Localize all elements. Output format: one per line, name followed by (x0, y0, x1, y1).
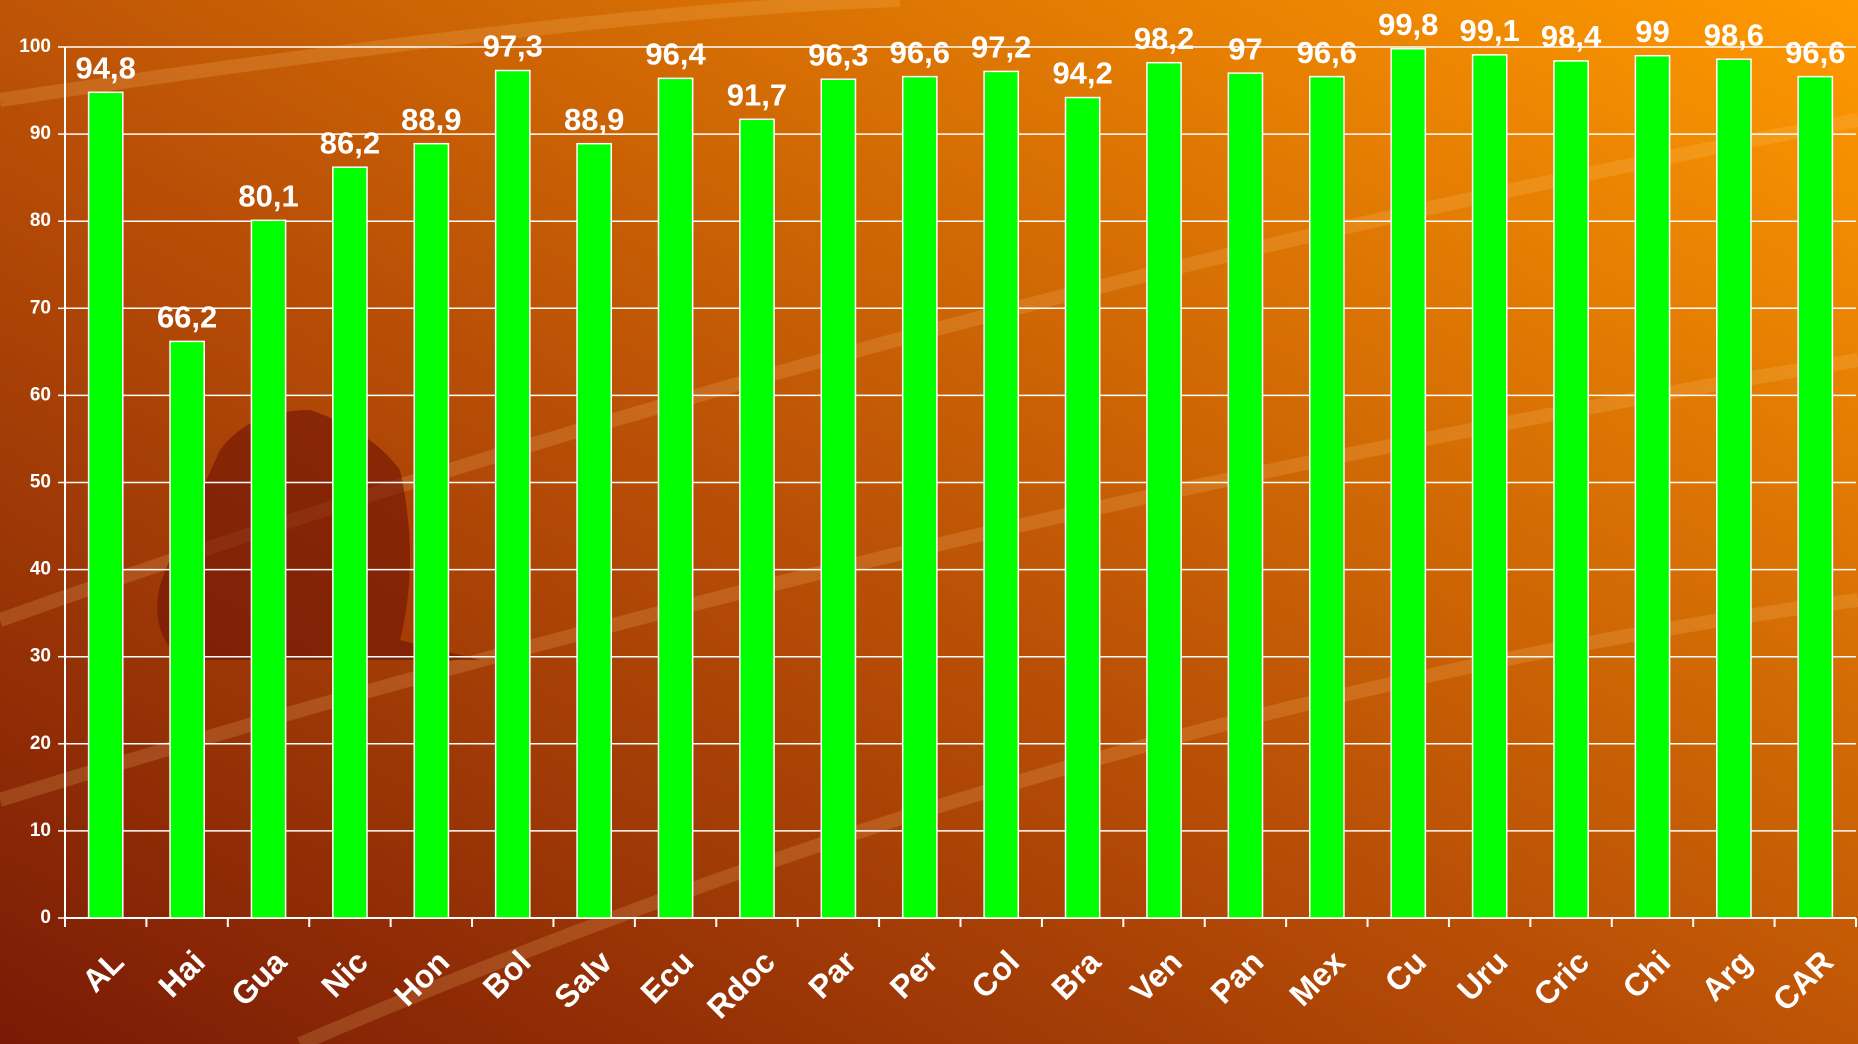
bar (251, 220, 285, 918)
value-label: 88,9 (564, 102, 624, 137)
value-label: 98,2 (1134, 21, 1194, 56)
y-tick-label: 70 (30, 297, 51, 318)
value-label: 96,6 (1297, 35, 1357, 70)
y-tick-label: 20 (30, 733, 51, 754)
bar (821, 79, 855, 918)
value-label: 98,6 (1704, 17, 1764, 52)
value-label: 94,8 (76, 50, 136, 85)
y-tick-label: 90 (30, 123, 51, 144)
value-label: 86,2 (320, 125, 380, 160)
bar (89, 92, 123, 918)
page: 0102030405060708090100AL94,8Hai66,2Gua80… (0, 0, 1858, 1044)
bar (1391, 49, 1425, 918)
bar (1554, 61, 1588, 918)
value-label: 96,4 (645, 37, 706, 72)
bar (1066, 98, 1100, 918)
value-label: 99 (1635, 14, 1669, 49)
value-label: 94,2 (1052, 56, 1112, 91)
y-tick-label: 50 (30, 472, 51, 493)
y-tick-label: 60 (30, 384, 51, 405)
y-tick-label: 0 (40, 907, 51, 928)
y-tick-label: 100 (19, 36, 51, 57)
value-label: 98,4 (1541, 19, 1602, 54)
y-tick-label: 80 (30, 210, 51, 231)
bar (1310, 77, 1344, 918)
value-label: 96,3 (808, 37, 868, 72)
bar (984, 71, 1018, 918)
bar (1473, 55, 1507, 918)
bar (1228, 73, 1262, 918)
chart: 0102030405060708090100AL94,8Hai66,2Gua80… (0, 0, 1858, 1044)
bar (170, 341, 204, 918)
bar (1147, 63, 1181, 918)
bar (1635, 56, 1669, 918)
value-label: 96,6 (1785, 35, 1845, 70)
value-label: 99,8 (1378, 7, 1438, 42)
bar (333, 167, 367, 918)
value-label: 91,7 (727, 77, 787, 112)
bar (1798, 77, 1832, 918)
value-label: 97,2 (971, 30, 1031, 65)
value-label: 96,6 (890, 35, 950, 70)
bar (1717, 59, 1751, 918)
value-label: 99,1 (1459, 13, 1519, 48)
value-label: 66,2 (157, 300, 217, 335)
value-label: 80,1 (238, 179, 298, 214)
bar (496, 71, 530, 918)
bar (414, 144, 448, 918)
value-label: 97,3 (483, 29, 543, 64)
value-label: 97 (1228, 31, 1262, 66)
bar (577, 144, 611, 918)
y-tick-label: 10 (30, 820, 51, 841)
value-label: 88,9 (401, 102, 461, 137)
bar (658, 78, 692, 918)
bar (740, 119, 774, 918)
bar (903, 77, 937, 918)
y-tick-label: 40 (30, 559, 51, 580)
y-tick-label: 30 (30, 646, 51, 667)
